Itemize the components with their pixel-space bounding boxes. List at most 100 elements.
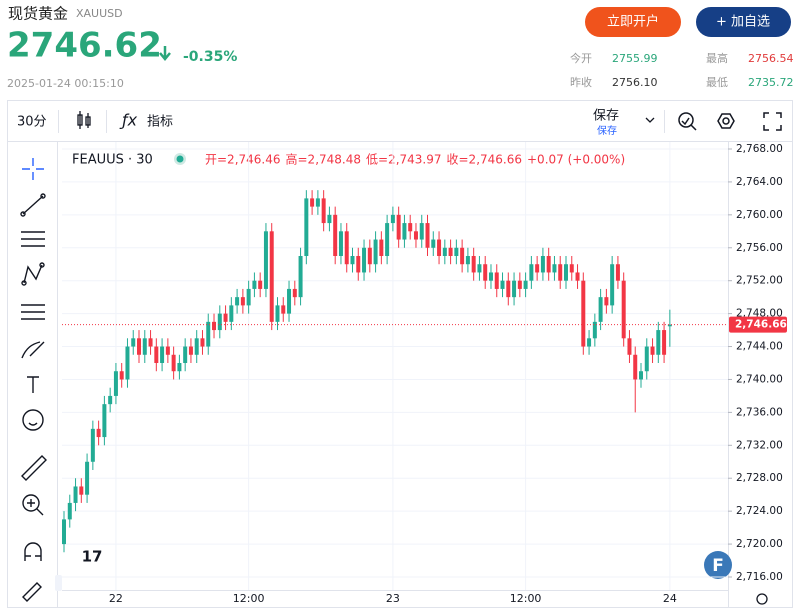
candle-body bbox=[373, 239, 378, 265]
candle-body bbox=[165, 346, 170, 355]
candle-body bbox=[362, 247, 367, 273]
tv-logo: 17 bbox=[82, 548, 103, 566]
price: 2746.62 bbox=[7, 26, 162, 66]
candle-body bbox=[413, 231, 418, 240]
candle-body bbox=[171, 354, 176, 372]
candle-body bbox=[240, 297, 245, 306]
candle-body bbox=[212, 321, 217, 331]
candle-body bbox=[263, 231, 268, 289]
candle-body bbox=[460, 247, 465, 265]
candle-body bbox=[252, 280, 257, 289]
y-tick-label: 2,760.00 bbox=[736, 209, 783, 221]
drawing-tools[interactable] bbox=[20, 158, 47, 602]
open-account-button[interactable] bbox=[585, 7, 681, 37]
candle-body bbox=[523, 280, 528, 289]
watchlist-label[interactable]: + 加自选 bbox=[716, 15, 770, 30]
down-arrow bbox=[159, 46, 171, 61]
status-dot bbox=[176, 155, 184, 163]
fullscreen-icon[interactable] bbox=[763, 112, 782, 131]
save-sub[interactable]: 保存 bbox=[597, 124, 617, 137]
x-tick-label: 22 bbox=[109, 592, 123, 605]
title: 现货黄金 bbox=[8, 5, 68, 23]
candle-body bbox=[131, 338, 136, 347]
axis-settings-icon[interactable] bbox=[756, 593, 768, 605]
candle-body bbox=[281, 305, 286, 314]
brand-logo bbox=[704, 551, 732, 579]
x-tick-label: 12:00 bbox=[233, 592, 265, 605]
legend-item: 低=2,743.97 bbox=[366, 153, 442, 167]
ohlc-legend: 开=2,746.46 高=2,748.48 低=2,743.97 收=2,746.66… bbox=[205, 152, 625, 167]
legend-item: 收=2,746.66 bbox=[447, 153, 523, 167]
candle-body bbox=[615, 264, 620, 281]
y-tick-label: 2,768.00 bbox=[736, 143, 783, 155]
candle-icon[interactable] bbox=[77, 111, 91, 129]
stat-label: 今开 bbox=[570, 51, 592, 65]
candle-body bbox=[425, 223, 430, 248]
candle-body bbox=[206, 321, 211, 347]
candle-body bbox=[535, 264, 540, 273]
x-tick-label: 23 bbox=[386, 592, 400, 605]
candle-body bbox=[367, 247, 372, 265]
candle-body bbox=[304, 198, 309, 256]
x-tick-label: 24 bbox=[663, 592, 677, 605]
interval[interactable]: 30分 bbox=[17, 115, 47, 130]
settings-icon[interactable] bbox=[717, 113, 735, 129]
candle-body bbox=[644, 346, 649, 372]
candle-body bbox=[662, 330, 667, 355]
save-dropdown[interactable] bbox=[645, 117, 655, 123]
candle-body bbox=[125, 346, 130, 380]
save[interactable]: 保存 bbox=[593, 109, 619, 124]
alert-icon[interactable] bbox=[678, 112, 697, 131]
collapse-handle[interactable] bbox=[55, 575, 62, 591]
candle-body bbox=[471, 256, 476, 273]
candle-body bbox=[558, 264, 563, 281]
candle-body bbox=[529, 264, 534, 281]
candle-body bbox=[408, 223, 413, 232]
stat-value: 2755.99 bbox=[612, 52, 658, 65]
candle-body bbox=[79, 486, 84, 495]
candle-body bbox=[298, 256, 303, 298]
candle-body bbox=[119, 371, 124, 380]
candle-body bbox=[379, 239, 384, 256]
y-tick-label: 2,728.00 bbox=[736, 472, 783, 484]
candle-body bbox=[85, 461, 90, 495]
candle-body bbox=[217, 313, 222, 331]
legend-item: +0.07 (+0.00%) bbox=[527, 153, 625, 167]
candle-body bbox=[633, 354, 638, 380]
candle-body bbox=[448, 247, 453, 256]
candle-body bbox=[108, 395, 113, 405]
candle-body bbox=[327, 214, 332, 224]
y-tick-label: 2,752.00 bbox=[736, 275, 783, 287]
indicator-icon[interactable]: ƒx bbox=[119, 111, 138, 130]
candle-body bbox=[200, 338, 205, 347]
candle-body bbox=[569, 264, 574, 273]
candle-body bbox=[148, 338, 153, 347]
candle-body bbox=[442, 247, 447, 256]
candle-body bbox=[598, 297, 603, 322]
candle-body bbox=[67, 502, 72, 520]
settings-icon-center bbox=[722, 117, 730, 125]
last-price-label: 2,746.66 bbox=[735, 319, 787, 331]
stat-label: 最高 bbox=[706, 51, 728, 65]
candle-body bbox=[96, 428, 101, 438]
candle-body bbox=[246, 288, 251, 306]
y-tick-label: 2,740.00 bbox=[736, 373, 783, 385]
candle-body bbox=[500, 280, 505, 289]
indicators[interactable]: 指标 bbox=[147, 115, 173, 130]
candle-body bbox=[512, 280, 517, 298]
candle-body bbox=[587, 338, 592, 347]
open-account-label[interactable]: 立即开户 bbox=[607, 14, 659, 30]
candle-body bbox=[419, 223, 424, 240]
candle-body bbox=[494, 272, 499, 289]
candle-body bbox=[667, 324, 672, 327]
candle-body bbox=[396, 214, 401, 240]
watchlist-button[interactable] bbox=[696, 7, 791, 37]
candle-body bbox=[437, 239, 442, 256]
candle-body bbox=[292, 288, 297, 298]
candle-body bbox=[235, 297, 240, 306]
candle-body bbox=[73, 486, 78, 503]
candle-body bbox=[465, 256, 470, 265]
candle-body bbox=[581, 280, 586, 347]
candle-body bbox=[621, 280, 626, 339]
stat-value: 2756.10 bbox=[612, 76, 658, 89]
